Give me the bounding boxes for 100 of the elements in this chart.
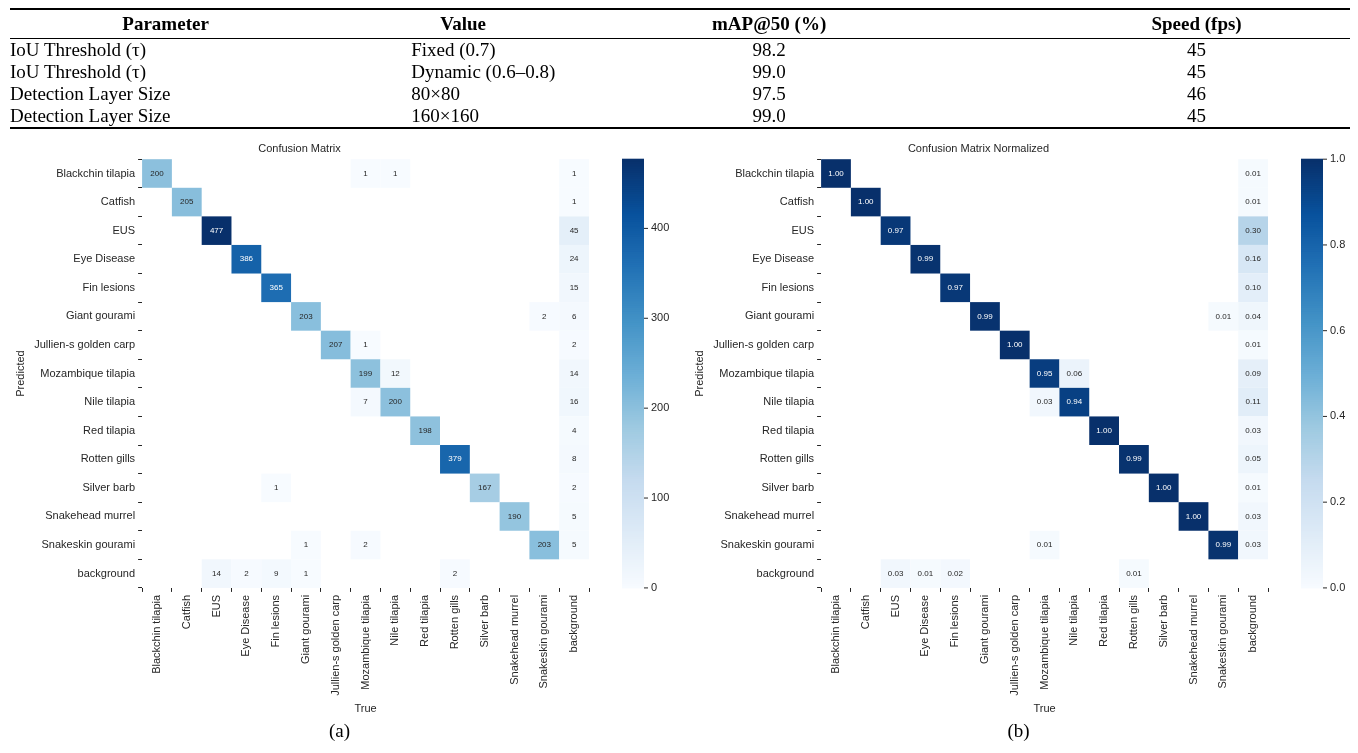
color-bar-label: 100: [651, 491, 670, 504]
data-label: 0.01: [1245, 197, 1262, 207]
data-label: 199: [358, 368, 373, 378]
y-tick-label: Red tilapia: [762, 423, 815, 436]
color-bar-label: 0.8: [1330, 237, 1346, 250]
y-tick-label: Jullien-s golden carp: [34, 338, 136, 351]
x-tick-label: Snakehead murrel: [1186, 594, 1199, 685]
x-tick-label: Catfish: [179, 594, 192, 630]
category-label: Value: [321, 9, 606, 39]
data-label: 1.00: [1185, 511, 1202, 521]
y-tick-label: Nile tilapia: [763, 395, 815, 408]
x-tick-label: background: [567, 594, 580, 653]
data-label: 1: [303, 568, 309, 578]
color-bar-label: 0.6: [1330, 323, 1346, 336]
x-tick-label: Rotten gills: [1126, 594, 1139, 650]
color-bar-label: 0.4: [1330, 409, 1346, 422]
color-bar-label: 0.0: [1330, 580, 1346, 593]
y-tick-label: Blackchin tilapia: [56, 166, 136, 179]
data-label: 0.03: [887, 568, 904, 578]
chart-title: Confusion Matrix Normalized: [907, 141, 1050, 154]
y-tick-label: Fin lesions: [761, 280, 815, 293]
data-label: 167: [478, 483, 492, 493]
text: Fixed (0.7): [411, 39, 496, 60]
y-tick-label: Mozambique tilapia: [40, 366, 136, 379]
category-label: Speed (fps): [933, 9, 1350, 39]
x-tick-label: Nile tilapia: [1067, 594, 1080, 646]
x-tick-label: Rotten gills: [447, 594, 460, 650]
data-label: 0.94: [1066, 397, 1083, 407]
data-label: 1: [363, 168, 369, 178]
y-tick-label: Fin lesions: [82, 280, 136, 293]
y-tick-label: Nile tilapia: [84, 395, 136, 408]
data-label: 1: [363, 340, 369, 350]
data-label: 14: [569, 368, 580, 378]
data-label: 9: [273, 568, 279, 578]
data-label: 1.00: [1006, 340, 1024, 350]
y-tick-label: EUS: [112, 223, 136, 236]
data-label: 0.01: [1036, 540, 1053, 550]
data-label: 2: [571, 483, 577, 493]
data-label: 0.30: [1245, 225, 1262, 235]
y-tick-label: background: [77, 566, 136, 579]
x-tick-label: Eye Disease: [918, 594, 931, 657]
data-label: 6: [571, 311, 577, 321]
text: (b): [1006, 720, 1031, 742]
data-label: 45: [569, 225, 580, 235]
data-label: 365: [269, 283, 284, 293]
text: 80×80: [411, 83, 460, 104]
text: 46: [1187, 83, 1207, 104]
x-tick-label: Mozambique tilapia: [1037, 594, 1050, 690]
y-tick-label: EUS: [791, 223, 815, 236]
data-label: 379: [448, 454, 463, 464]
x-tick-label: Catfish: [858, 594, 871, 630]
x-tick-label: Mozambique tilapia: [358, 594, 371, 690]
data-label: 1: [571, 168, 577, 178]
x-tick-label: Fin lesions: [269, 594, 282, 648]
data-label: 1: [303, 540, 309, 550]
data-label: 2: [363, 540, 369, 550]
y-tick-label: Mozambique tilapia: [719, 366, 815, 379]
color-bar-label: 0: [651, 580, 658, 593]
color-bar-label: 0.2: [1330, 495, 1346, 508]
text: 98.2: [752, 39, 786, 60]
y-tick-label: Snakehead murrel: [724, 509, 815, 522]
data-label: 0.01: [1245, 340, 1262, 350]
data-label: 0.97: [887, 225, 904, 235]
data-label: 0.02: [947, 568, 964, 578]
data-label: 0.04: [1245, 311, 1262, 321]
color-bar-label: 1.0: [1330, 152, 1346, 165]
text: Dynamic (0.6–0.8): [411, 61, 556, 82]
data-label: 1: [273, 483, 279, 493]
color-bar-label: 400: [651, 221, 670, 234]
y-tick-label: Catfish: [100, 195, 136, 208]
text: (a): [327, 720, 352, 742]
x-axis-title: True: [1033, 702, 1056, 715]
x-tick-label: Silver barb: [477, 594, 490, 648]
data-label: 0.05: [1245, 454, 1262, 464]
data-label: 1.00: [828, 168, 845, 178]
text: 45: [1187, 39, 1207, 60]
y-tick-label: background: [756, 566, 815, 579]
data-label: 0.06: [1066, 368, 1083, 378]
x-tick-label: Snakehead murrel: [507, 594, 520, 685]
data-label: 5: [571, 511, 577, 521]
data-label: 0.01: [1245, 168, 1262, 178]
data-label: 203: [299, 311, 314, 321]
data-label: 0.03: [1245, 540, 1262, 550]
data-label: 2: [244, 568, 250, 578]
x-tick-label: Giant gourami: [977, 594, 990, 664]
data-label: 24: [569, 254, 580, 264]
data-label: 1: [571, 197, 577, 207]
y-tick-label: Rotten gills: [759, 452, 815, 465]
y-axis-title: Predicted: [13, 350, 26, 397]
x-tick-label: Giant gourami: [298, 594, 311, 664]
data-label: 0.01: [1215, 311, 1232, 321]
y-tick-label: Snakeskin gourami: [41, 538, 136, 551]
text: Detection Layer Size: [10, 83, 171, 104]
data-label: 200: [150, 168, 165, 178]
y-tick-label: Red tilapia: [83, 423, 136, 436]
data-label: 0.97: [947, 283, 964, 293]
data-label: 2: [452, 568, 458, 578]
text: 45: [1187, 61, 1207, 82]
data-label: 0.01: [917, 568, 934, 578]
x-tick-label: Jullien-s golden carp: [328, 594, 341, 696]
